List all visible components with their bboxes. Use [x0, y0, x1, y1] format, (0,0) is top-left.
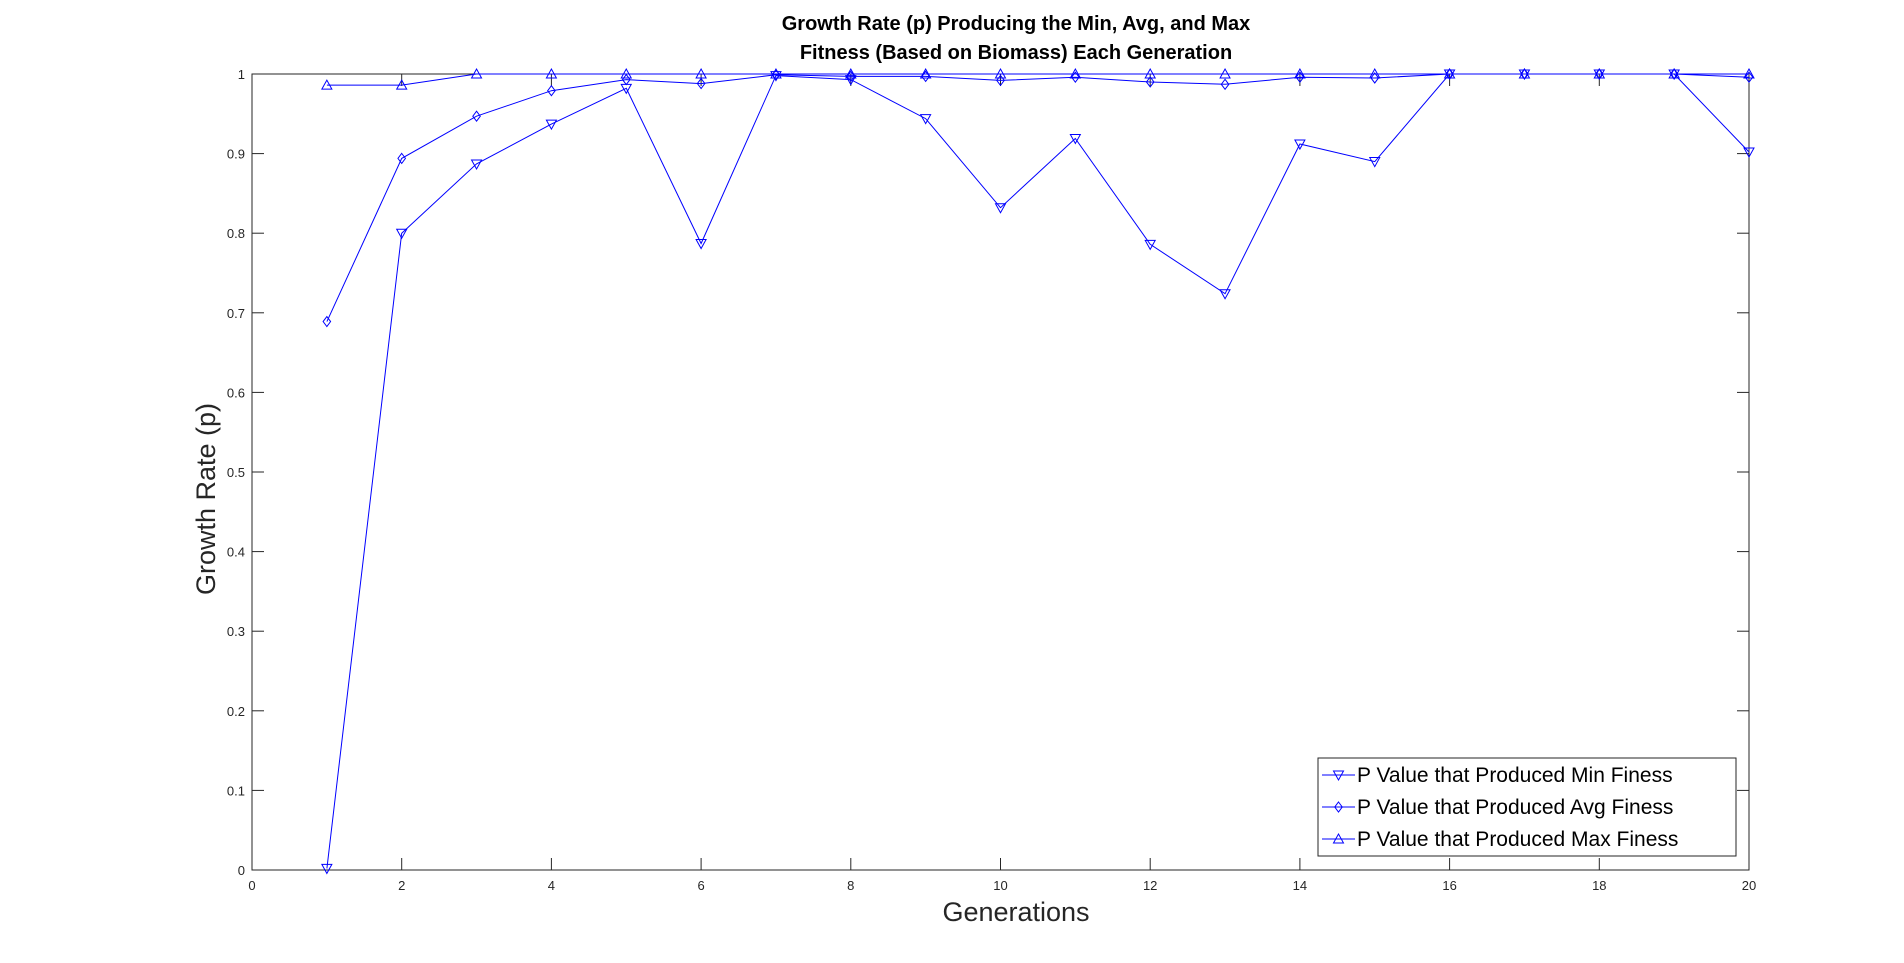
data-point	[1368, 157, 1381, 168]
data-point	[395, 79, 408, 90]
y-tick-label: 0.5	[227, 465, 245, 480]
legend-swatch-marker	[1332, 832, 1345, 844]
data-point	[695, 67, 707, 79]
data-point	[919, 67, 932, 79]
data-point	[1220, 78, 1230, 91]
data-point	[321, 863, 333, 875]
x-axis-label: Generations	[942, 897, 1089, 927]
data-point	[1069, 133, 1082, 145]
data-point	[994, 203, 1007, 214]
data-point	[395, 228, 408, 240]
data-point	[472, 110, 481, 123]
legend-box	[1317, 757, 1737, 857]
series-3	[321, 67, 1755, 90]
data-point	[1070, 71, 1080, 84]
data-point	[1145, 76, 1155, 88]
data-point	[770, 67, 782, 79]
data-point	[1219, 289, 1231, 300]
y-tick-label: 0.6	[227, 385, 245, 400]
data-point	[696, 77, 706, 90]
data-point	[1144, 239, 1157, 251]
y-tick-label: 1	[238, 67, 245, 82]
legend-entry-label: P Value that Produced Max Finess	[1357, 828, 1678, 851]
y-tick-label: 0.9	[227, 147, 245, 162]
data-point	[1443, 67, 1456, 79]
legend-entry-label: P Value that Produced Avg Finess	[1357, 796, 1673, 819]
data-point	[1445, 68, 1454, 80]
data-point	[1668, 67, 1680, 79]
data-point	[846, 70, 856, 83]
y-axis-label: Growth Rate (p)	[191, 403, 221, 595]
data-point	[1294, 67, 1306, 79]
data-point	[1743, 67, 1755, 79]
y-tick-label: 0.2	[227, 704, 245, 719]
data-point	[1518, 67, 1531, 79]
data-point	[1370, 72, 1380, 84]
x-tick-label: 8	[847, 878, 854, 893]
legend-entry-label: P Value that Produced Min Finess	[1357, 764, 1673, 787]
data-point	[1743, 147, 1755, 159]
series-line-3	[326, 73, 1749, 86]
data-point	[321, 79, 333, 90]
plot-frame	[251, 73, 1750, 871]
data-point	[545, 119, 558, 131]
y-tick-label: 0.8	[227, 226, 245, 241]
data-point	[1294, 139, 1306, 151]
x-tick-label: 2	[398, 878, 405, 893]
data-point	[1144, 67, 1157, 79]
data-point	[1219, 67, 1231, 79]
data-point	[620, 67, 633, 79]
y-tick-label: 0.3	[227, 624, 245, 639]
data-point	[844, 75, 857, 86]
x-tick-label: 0	[248, 878, 255, 893]
y-tick-label: 0.1	[227, 783, 245, 798]
data-point	[1744, 71, 1754, 84]
data-point	[322, 315, 332, 328]
x-tick-label: 14	[1293, 878, 1307, 893]
data-point	[1669, 68, 1679, 80]
data-point	[921, 70, 931, 83]
x-tick-label: 10	[993, 878, 1007, 893]
x-tick-label: 6	[697, 878, 704, 893]
x-tick-label: 4	[548, 878, 555, 893]
data-point	[1520, 68, 1529, 80]
data-point	[1295, 71, 1305, 84]
x-tick-label: 12	[1143, 878, 1157, 893]
data-point	[1594, 68, 1604, 80]
y-tick-label: 0	[238, 863, 245, 878]
data-point	[695, 239, 707, 250]
chart-title-line-2: Fitness (Based on Biomass) Each Generati…	[800, 42, 1232, 64]
data-point	[1069, 67, 1082, 79]
x-tick-label: 16	[1442, 878, 1456, 893]
data-point	[547, 84, 556, 97]
chart-title: Growth Rate (p) Producing the Min, Avg, …	[782, 13, 1251, 64]
x-tick-label: 18	[1592, 878, 1606, 893]
y-tick-label: 0.4	[227, 545, 245, 560]
y-tick-label: 0.7	[227, 306, 245, 321]
data-point	[996, 74, 1005, 87]
data-point	[545, 67, 558, 79]
data-point	[844, 67, 857, 79]
x-tick-label: 20	[1742, 878, 1756, 893]
data-point	[1593, 67, 1606, 79]
legend: P Value that Produced Min Finess P Value …	[1317, 757, 1737, 857]
data-point	[470, 159, 483, 170]
legend-swatch-marker	[1332, 770, 1345, 782]
series-layer	[321, 67, 1755, 875]
chart-title-line-1: Growth Rate (p) Producing the Min, Avg, …	[782, 13, 1251, 35]
data-point	[470, 67, 483, 79]
plot-area: 0 2 4 6 8 10 12 14 16 18 20 0 0.1 0.2 0.3 0.4 0.5 0.6 0.7…	[227, 67, 1756, 893]
x-axis-ticks: 0 2 4 6 8 10 12 14 16 18 20	[248, 74, 1756, 893]
data-point	[994, 67, 1007, 79]
data-point	[397, 152, 407, 165]
data-point	[919, 114, 932, 125]
data-point	[1368, 67, 1381, 79]
legend-swatch-marker	[1334, 801, 1343, 813]
